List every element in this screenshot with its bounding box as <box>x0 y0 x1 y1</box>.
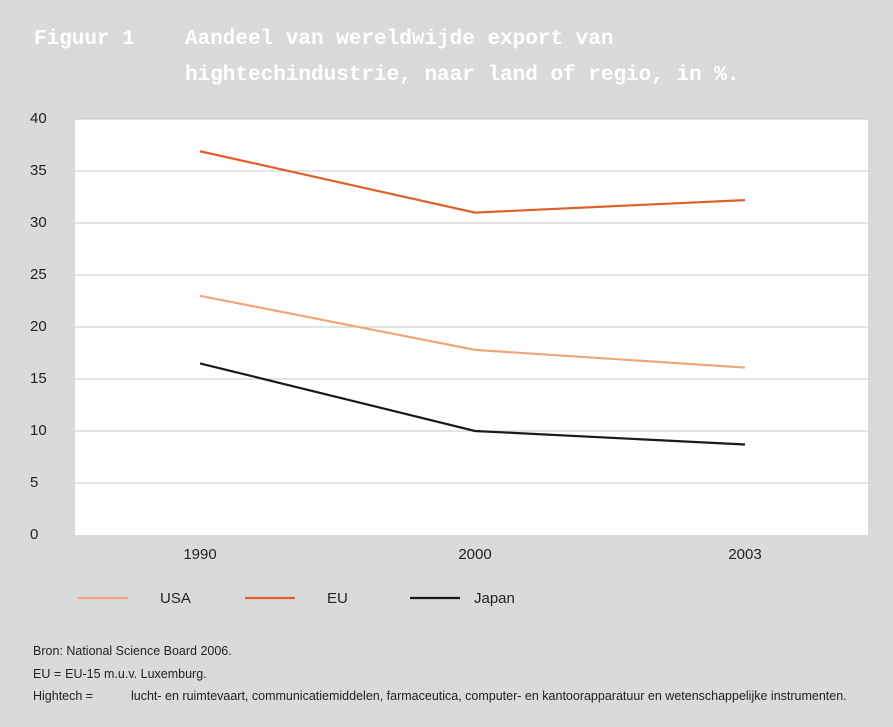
x-tick-label: 2000 <box>458 546 491 563</box>
y-tick-label: 25 <box>30 266 47 283</box>
y-tick-label: 5 <box>30 474 38 491</box>
series-line <box>199 294 746 369</box>
x-tick-label: 1990 <box>183 546 216 563</box>
definition-text: EU-15 m.u.v. Luxemburg. <box>65 666 207 681</box>
legend-label: Japan <box>474 590 515 607</box>
definition: Hightech = lucht- en ruimtevaart, commun… <box>33 685 873 708</box>
definition: EU = EU-15 m.u.v. Luxemburg. <box>33 663 873 686</box>
definition-term: EU = <box>33 666 62 681</box>
y-tick-label: 15 <box>30 370 47 387</box>
chart-title: Aandeel van wereldwijde export van hight… <box>185 28 740 87</box>
y-tick-label: 30 <box>30 214 47 231</box>
series-line <box>199 150 746 214</box>
chart: 0 5 10 15 20 25 30 35 40 1990 2000 2003 USA EU Japan <box>30 110 868 607</box>
y-tick-label: 10 <box>30 422 47 439</box>
legend-label: USA <box>160 590 191 607</box>
x-tick-label: 2003 <box>728 546 761 563</box>
series-line <box>199 362 746 446</box>
y-tick-label: 0 <box>30 526 38 543</box>
figure-label: Figuur 1 <box>34 28 135 51</box>
y-tick-label: 40 <box>30 110 47 127</box>
y-tick-label: 20 <box>30 318 47 335</box>
y-tick-label: 35 <box>30 162 47 179</box>
definition-term: Hightech = <box>33 689 94 703</box>
definition-text: lucht- en ruimtevaart, communicatiemidde… <box>131 689 847 703</box>
legend-label: EU <box>327 590 348 607</box>
source: Bron: National Science Board 2006. <box>33 644 232 658</box>
notes: Bron: National Science Board 2006. EU = … <box>33 640 873 708</box>
